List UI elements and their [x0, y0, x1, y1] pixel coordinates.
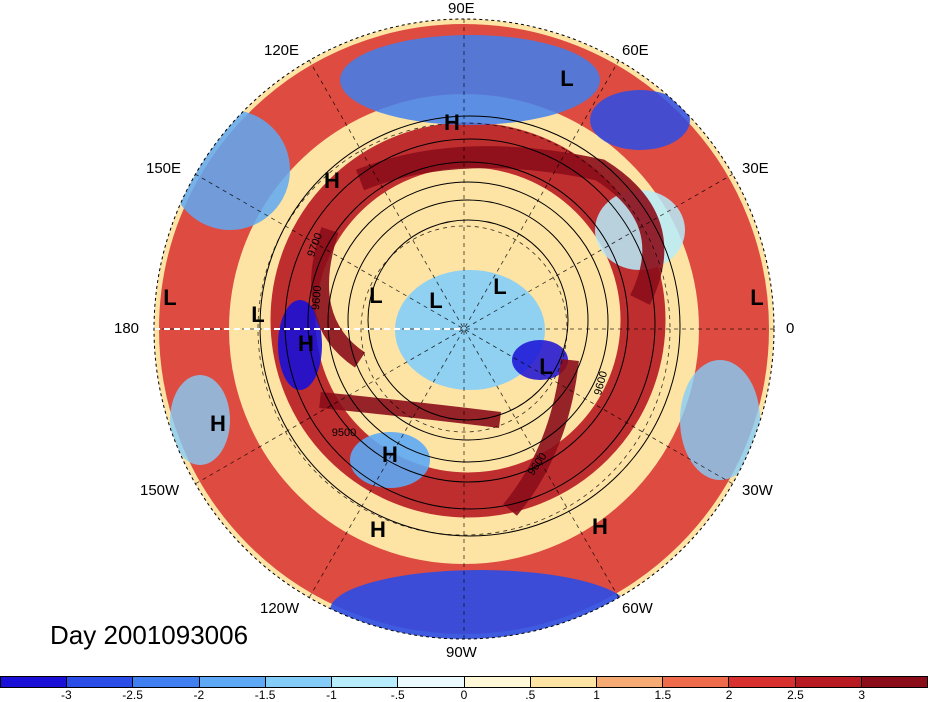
- longitude-label-150w: 150W: [140, 482, 180, 499]
- colorbar: [0, 676, 928, 688]
- colorbar-tick-label: -3: [60, 688, 72, 702]
- colorbar-swatch: [67, 677, 134, 687]
- pressure-marker-high: H: [370, 517, 386, 542]
- longitude-label-30w: 30W: [742, 482, 773, 499]
- pressure-marker-high: H: [324, 168, 340, 193]
- longitude-label-150e: 150E: [146, 160, 182, 177]
- colorbar-tick-label: 1.5: [654, 688, 672, 702]
- colorbar-swatch: [133, 677, 200, 687]
- anomaly-blue-patch: [278, 300, 322, 390]
- anomaly-blue-patch: [170, 110, 290, 230]
- anomaly-blue-patch: [590, 90, 690, 150]
- colorbar-swatch: [1, 677, 68, 687]
- anomaly-blue-patch: [330, 570, 630, 639]
- colorbar-tick-label: -2: [193, 688, 205, 702]
- longitude-label-60w: 60W: [622, 600, 653, 617]
- height-contour: [259, 115, 681, 537]
- longitude-label-60e: 60E: [622, 42, 649, 59]
- colorbar-tick-label: 2: [725, 688, 733, 702]
- pressure-marker-high: H: [298, 331, 314, 356]
- height-contour: [347, 199, 589, 441]
- colorbar-tick-label: -1: [326, 688, 337, 702]
- colorbar-tick-label: 1: [593, 688, 600, 702]
- longitude-label-0: 0: [786, 320, 795, 337]
- colorbar-tick-label: -.5: [390, 688, 405, 702]
- pressure-marker-low: L: [560, 66, 573, 91]
- pressure-marker-high: H: [210, 411, 226, 436]
- colorbar-swatch: [332, 677, 399, 687]
- longitude-label-90w: 90W: [446, 644, 477, 661]
- pressure-marker-low: L: [539, 354, 552, 379]
- anomaly-jet: [311, 227, 366, 368]
- colorbar-swatch: [265, 677, 333, 687]
- colorbar-swatch: [398, 677, 465, 687]
- colorbar-swatch: [663, 677, 730, 687]
- colorbar-tick-label: 2.5: [787, 688, 804, 702]
- map-title: Day 2001093006: [50, 620, 249, 650]
- height-contour: [307, 161, 629, 483]
- longitude-label-120w: 120W: [260, 600, 300, 617]
- colorbar-swatch: [530, 677, 597, 687]
- anomaly-blue-patch: [350, 432, 430, 488]
- pressure-marker-high: H: [382, 442, 398, 467]
- anomaly-blue-patch: [512, 340, 568, 380]
- pressure-marker-low: L: [163, 285, 176, 310]
- anomaly-jet: [503, 359, 579, 516]
- longitude-label-30e: 30E: [742, 160, 769, 177]
- longitude-label-90e: 90E: [448, 0, 475, 17]
- height-contour: [284, 138, 656, 510]
- colorbar-tick-label: -2.5: [122, 688, 143, 702]
- pressure-marker-high: H: [444, 110, 460, 135]
- colorbar-tick-label: .5: [525, 688, 536, 702]
- longitude-label-120e: 120E: [264, 42, 300, 59]
- latitude-circle: [360, 225, 568, 433]
- map-boundary: [153, 18, 775, 640]
- pressure-marker-low: L: [369, 283, 382, 308]
- anomaly-blue-patch: [340, 35, 600, 125]
- anomaly-blue-patch: [680, 360, 760, 480]
- contour-label: 9500: [332, 427, 356, 439]
- height-contour: [327, 181, 609, 463]
- pressure-marker-low: L: [429, 288, 442, 313]
- anomaly-blue-patch: [170, 375, 230, 465]
- colorbar-swatch: [199, 677, 266, 687]
- anomaly-blue-patch: [395, 270, 545, 390]
- colorbar-swatch: [464, 677, 531, 687]
- longitude-label-180: 180: [114, 320, 140, 337]
- colorbar-tick-label: 3: [858, 688, 866, 702]
- colorbar-swatch: [729, 677, 796, 687]
- anomaly-jet: [319, 392, 501, 428]
- colorbar-tick-label: 0: [460, 688, 468, 702]
- height-contour: [367, 219, 569, 421]
- colorbar-tick-label: -1.5: [254, 688, 276, 702]
- contour-label: 9600: [310, 285, 324, 310]
- pressure-marker-low: L: [493, 274, 506, 299]
- colorbar-swatch: [861, 677, 928, 687]
- pressure-marker-low: L: [750, 285, 763, 310]
- colorbar-swatch: [795, 677, 862, 687]
- colorbar-swatch: [596, 677, 664, 687]
- pressure-marker-high: H: [592, 514, 608, 539]
- pressure-marker-low: L: [251, 302, 264, 327]
